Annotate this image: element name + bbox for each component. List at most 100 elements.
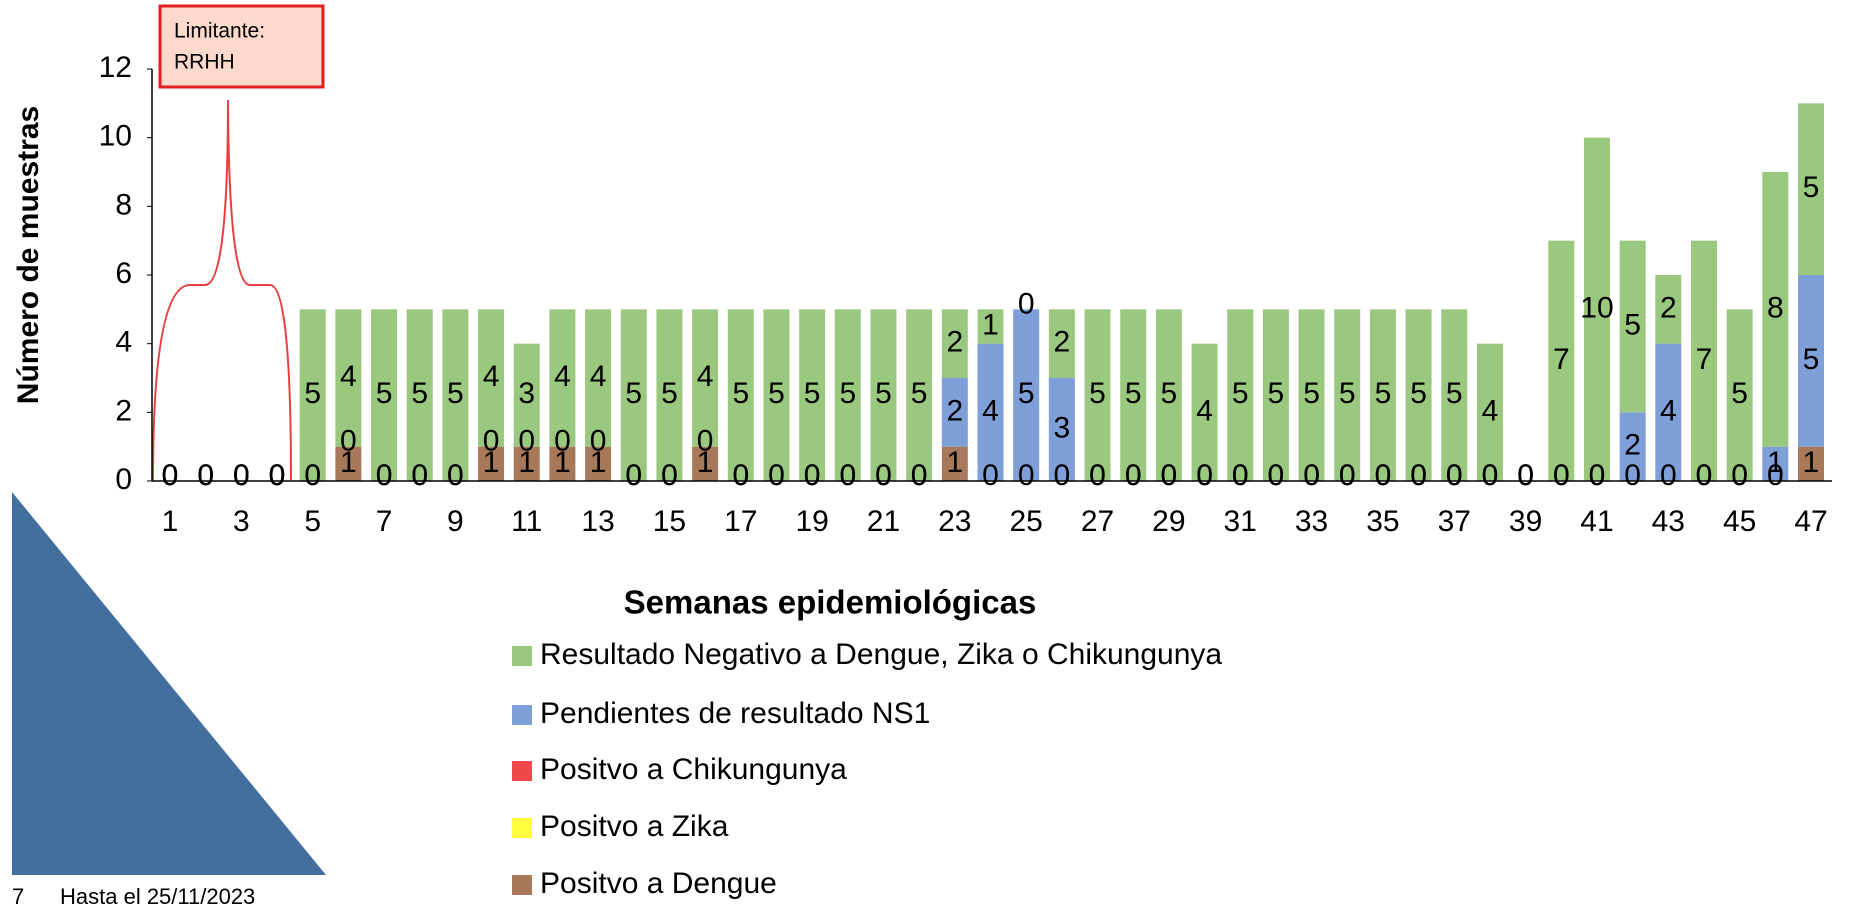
value-label: 5: [1303, 377, 1320, 410]
value-label: 0: [1018, 287, 1035, 320]
value-label: 0: [269, 459, 286, 492]
x-tick-label: 45: [1723, 505, 1756, 538]
value-label: 0: [1339, 459, 1356, 492]
y-tick-label: 8: [115, 188, 132, 221]
x-tick-label: 25: [1009, 505, 1042, 538]
value-label: 4: [483, 360, 500, 393]
value-label: 0: [697, 425, 714, 458]
value-label: 0: [1553, 459, 1570, 492]
x-tick-label: 7: [376, 505, 393, 538]
value-label: 0: [625, 459, 642, 492]
value-label: 1: [946, 446, 963, 479]
value-label: 5: [1089, 377, 1106, 410]
value-label: 0: [590, 425, 607, 458]
value-label: 0: [1125, 459, 1142, 492]
x-tick-label: 29: [1152, 505, 1185, 538]
value-label: 0: [1696, 459, 1713, 492]
value-label: 5: [1410, 377, 1427, 410]
x-tick-label: 39: [1509, 505, 1542, 538]
value-label: 0: [447, 459, 464, 492]
value-label: 5: [411, 377, 428, 410]
value-label: 0: [1054, 459, 1071, 492]
value-label: 0: [376, 459, 393, 492]
value-label: 0: [304, 459, 321, 492]
y-tick-label: 6: [115, 257, 132, 290]
value-label: 0: [982, 459, 999, 492]
value-label: 0: [1446, 459, 1463, 492]
y-tick-label: 4: [115, 326, 132, 359]
value-label: 0: [1482, 459, 1499, 492]
value-label: 0: [411, 459, 428, 492]
value-label: 1: [1767, 446, 1784, 479]
legend-swatch: [512, 646, 532, 666]
value-label: 5: [1161, 377, 1178, 410]
legend-label: Pendientes de resultado NS1: [540, 697, 930, 730]
x-tick-label: 9: [447, 505, 464, 538]
value-label: 0: [1660, 459, 1677, 492]
value-label: 5: [1375, 377, 1392, 410]
x-tick-label: 47: [1794, 505, 1827, 538]
legend-swatch: [512, 761, 532, 781]
value-label: 2: [1054, 326, 1071, 359]
footer: Hasta el 25/11/2023: [60, 884, 255, 907]
value-label: 5: [625, 377, 642, 410]
value-label: 0: [661, 459, 678, 492]
value-label: 0: [732, 459, 749, 492]
value-label: 7: [1696, 343, 1713, 376]
value-label: 3: [518, 377, 535, 410]
value-label: 5: [447, 377, 464, 410]
value-label: 0: [1268, 459, 1285, 492]
value-label: 5: [1339, 377, 1356, 410]
value-label: 2: [1624, 429, 1641, 462]
value-label: 0: [1089, 459, 1106, 492]
value-label: 0: [1624, 459, 1641, 492]
x-tick-label: 11: [511, 505, 542, 538]
value-label: 5: [768, 377, 785, 410]
brace: [153, 100, 291, 480]
value-label: 5: [1731, 377, 1748, 410]
x-tick-label: 1: [162, 505, 179, 538]
y-tick-label: 10: [99, 120, 132, 153]
value-label: 0: [1731, 459, 1748, 492]
value-label: 0: [1589, 459, 1606, 492]
value-label: 7: [1553, 343, 1570, 376]
value-label: 0: [1018, 459, 1035, 492]
value-label: 0: [1410, 459, 1427, 492]
legend-label: Positvo a Zika: [540, 810, 729, 843]
value-label: 0: [340, 425, 357, 458]
x-tick-label: 41: [1580, 505, 1613, 538]
value-label: 0: [197, 459, 214, 492]
chart: Limitante: RRHH Número de muestras Seman…: [0, 0, 1860, 907]
legend-swatch: [512, 875, 532, 895]
value-label: 5: [1446, 377, 1463, 410]
value-label: 0: [875, 459, 892, 492]
value-label: 8: [1767, 291, 1784, 324]
x-tick-label: 31: [1224, 505, 1257, 538]
value-label: 4: [982, 394, 999, 427]
value-label: 5: [304, 377, 321, 410]
value-label: 5: [376, 377, 393, 410]
x-axis-title: Semanas epidemiológicas: [624, 584, 1037, 621]
x-tick-label: 15: [653, 505, 686, 538]
value-label: 2: [946, 394, 963, 427]
value-label: 0: [1517, 459, 1534, 492]
value-label: 5: [875, 377, 892, 410]
value-label: 0: [804, 459, 821, 492]
value-label: 0: [233, 459, 250, 492]
legend-swatch: [512, 705, 532, 725]
value-label: 4: [340, 360, 357, 393]
x-tick-label: 23: [938, 505, 971, 538]
value-label: 5: [1268, 377, 1285, 410]
annotation-box: [160, 6, 323, 87]
value-label: 3: [1054, 411, 1071, 444]
value-label: 0: [1303, 459, 1320, 492]
value-label: 0: [518, 425, 535, 458]
value-label: 5: [804, 377, 821, 410]
value-label: 5: [732, 377, 749, 410]
value-label: 5: [1232, 377, 1249, 410]
x-tick-label: 35: [1366, 505, 1399, 538]
value-label: 0: [483, 425, 500, 458]
value-label: 5: [1803, 343, 1820, 376]
x-tick-label: 19: [795, 505, 828, 538]
value-label: 0: [162, 459, 179, 492]
